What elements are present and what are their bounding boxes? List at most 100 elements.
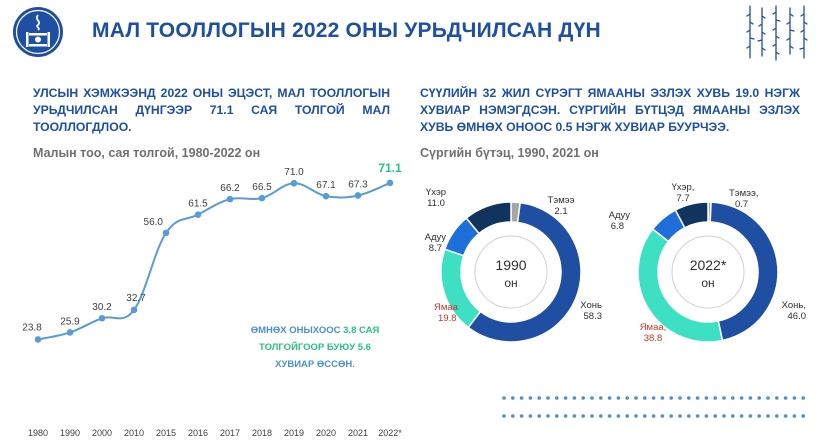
slice-value-label: 2.1 [554, 206, 567, 217]
decor-dot [678, 396, 682, 400]
decor-dot [502, 396, 506, 400]
decor-dot [731, 414, 735, 418]
note-part3: ХУВИАР ӨССӨН. [275, 359, 355, 370]
decor-dot [546, 396, 550, 400]
x-tick-label: 2021 [348, 428, 368, 438]
data-point [66, 329, 74, 336]
data-label: 56.0 [144, 217, 164, 228]
note-part2: ТОЛГОЙГООР БУЮУ 5.6 [259, 342, 371, 353]
decor-dot [643, 396, 647, 400]
decor-dot [783, 396, 788, 400]
data-label: 30.2 [92, 302, 112, 313]
decor-dot [775, 414, 779, 418]
decor-dot [616, 414, 621, 418]
slice-value-label: 8.7 [429, 243, 442, 254]
decor-dot [713, 396, 717, 400]
data-point [226, 195, 234, 203]
decor-dot [546, 414, 550, 418]
data-point [34, 336, 42, 343]
slice-value-label: 6.8 [611, 221, 624, 232]
decor-dot [616, 396, 621, 400]
slice-value-label: 0.7 [735, 199, 748, 210]
decor-dot [599, 396, 603, 400]
decor-dot [581, 396, 585, 400]
decor-dot [511, 396, 515, 400]
slice-value-label: 46.0 [788, 311, 807, 322]
decor-dot [792, 414, 797, 418]
note-part1: ӨМНӨХ ОНЫХООС [250, 325, 344, 336]
data-point [98, 314, 106, 322]
decor-dot [590, 414, 594, 418]
growth-note: ӨМНӨХ ОНЫХООС 3.8 САЯ ТОЛГОЙГООР БУЮУ 5.… [215, 322, 415, 373]
donut-center-unit: он [701, 276, 714, 290]
decor-dot [722, 414, 726, 418]
decor-dot [801, 396, 805, 400]
decor-dot [704, 396, 709, 400]
slice-value-label: 19.8 [438, 313, 457, 324]
x-tick-label: 2000 [92, 428, 112, 438]
slice-label: Хонь [580, 300, 602, 311]
right-headline: СҮҮЛИЙН 32 ЖИЛ СҮРЭГТ ЯМААНЫ ЭЗЛЭХ ХУВЬ … [420, 86, 800, 134]
decor-dot [519, 414, 524, 418]
note-value: 3.8 САЯ [343, 325, 380, 336]
donut-center-year: 2022* [690, 257, 727, 273]
x-tick-label: 2022* [378, 428, 402, 438]
decor-dot [563, 414, 568, 418]
decor-dot [607, 414, 612, 418]
decor-dot [537, 414, 541, 418]
data-point [386, 179, 394, 187]
slice-label: Хонь, [782, 300, 806, 311]
decor-dot [695, 414, 700, 418]
decor-dot [722, 396, 726, 400]
decor-dot [555, 396, 559, 400]
data-point [162, 229, 170, 237]
x-tick-label: 2016 [188, 428, 208, 438]
series-line [37, 181, 391, 341]
decor-dot [581, 414, 585, 418]
decor-dot [704, 414, 709, 418]
slice-label: Ямаа [434, 302, 459, 313]
data-point [290, 179, 298, 187]
data-label: 66.2 [220, 183, 240, 194]
slice-value-label: 7.7 [676, 193, 689, 204]
decor-dot [651, 396, 656, 400]
donut-center-year: 1990 [495, 257, 526, 273]
donut-slice [465, 201, 512, 235]
decor-dot [502, 414, 506, 418]
decor-dot [731, 396, 735, 400]
data-label: 71.1 [378, 161, 402, 175]
data-point [130, 306, 138, 314]
decor-dot [766, 414, 770, 418]
decor-dot [625, 414, 629, 418]
slice-value-label: 58.3 [584, 311, 603, 322]
decor-dot [766, 396, 770, 400]
slice-value-label: 38.8 [644, 333, 663, 344]
decor-dot [748, 396, 753, 400]
donut-slice [674, 201, 709, 229]
donut-slice [467, 201, 582, 343]
x-tick-label: 2015 [156, 428, 176, 438]
x-tick-label: 2019 [284, 428, 304, 438]
decor-dot [563, 396, 568, 400]
soyombo-emblem-icon [13, 7, 63, 57]
slice-label: Тэмээ, [729, 188, 759, 199]
donut-center [671, 235, 745, 309]
decor-dot [572, 414, 577, 418]
donut-center-unit: он [504, 276, 517, 290]
decor-dot [748, 414, 753, 418]
decor-dot [643, 414, 647, 418]
x-tick-label: 1990 [60, 428, 80, 438]
slice-label: Үхэр, [672, 182, 695, 193]
decor-dot [783, 414, 788, 418]
decor-dot [537, 396, 541, 400]
mongolian-script-decoration [746, 5, 808, 61]
data-label: 23.8 [22, 322, 42, 333]
slice-label: Үхэр [426, 187, 446, 198]
decor-dot [695, 396, 700, 400]
data-label: 25.9 [60, 316, 80, 327]
decor-dot [555, 414, 559, 418]
decor-dot [792, 396, 797, 400]
x-tick-label: 2017 [220, 428, 240, 438]
